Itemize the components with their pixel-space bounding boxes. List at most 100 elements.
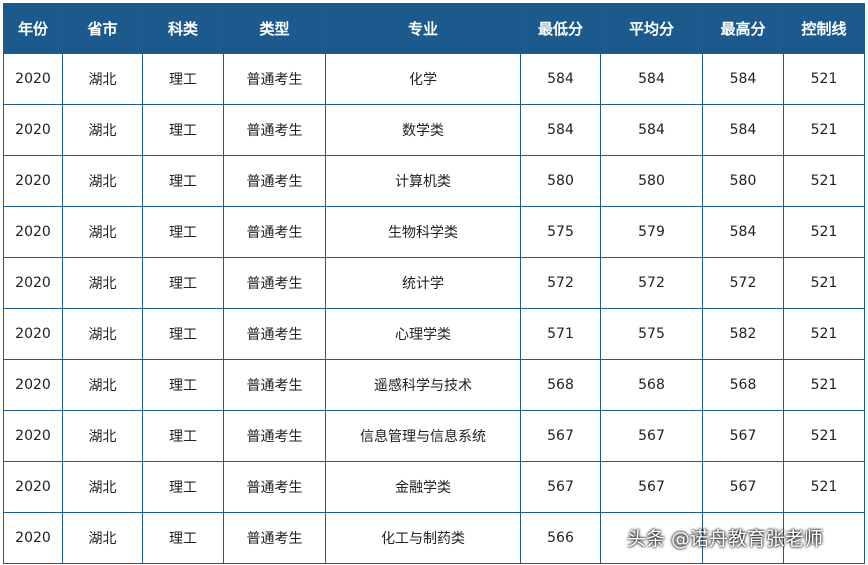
table-row: 2020 湖北 理工 普通考生 生物科学类 575 579 584 521 [3, 206, 865, 258]
cell-avg-score: 567 [600, 461, 703, 513]
cell-subject-type: 理工 [142, 206, 224, 258]
cell-control-line: 521 [783, 461, 865, 513]
cell-control-line: 521 [783, 359, 865, 411]
cell-min-score: 584 [520, 104, 601, 156]
cell-max-score: 584 [702, 104, 784, 156]
cell-avg-score: 572 [600, 257, 703, 309]
cell-max-score: 567 [702, 410, 784, 462]
cell-subject-type: 理工 [142, 410, 224, 462]
cell-subject-type: 理工 [142, 461, 224, 513]
cell-max-score: 580 [702, 155, 784, 207]
cell-max-score: 567 [702, 461, 784, 513]
cell-student-type: 普通考生 [223, 155, 326, 207]
cell-year: 2020 [3, 359, 63, 411]
cell-subject-type: 理工 [142, 512, 224, 564]
header-subject-type: 科类 [142, 3, 224, 54]
table-body: 2020 湖北 理工 普通考生 化学 584 584 584 521 2020 湖北 理工 普通考生 数学… [3, 53, 865, 564]
table-row: 2020 湖北 理工 普通考生 化学 584 584 584 521 [3, 53, 865, 105]
cell-avg-score: 568 [600, 359, 703, 411]
header-control-line: 控制线 [783, 3, 865, 54]
cell-max-score [702, 512, 784, 564]
cell-province: 湖北 [62, 257, 143, 309]
cell-year: 2020 [3, 206, 63, 258]
cell-province: 湖北 [62, 53, 143, 105]
admission-scores-table: 年份 省市 科类 类型 专业 最低分 平均分 最高分 控制线 2020 湖北 理工普… [3, 3, 865, 564]
header-student-type: 类型 [223, 3, 326, 54]
cell-major: 统计学 [325, 257, 521, 309]
cell-student-type: 普通考生 [223, 206, 326, 258]
header-year: 年份 [3, 3, 63, 54]
cell-year: 2020 [3, 410, 63, 462]
cell-min-score: 567 [520, 461, 601, 513]
cell-avg-score: 584 [600, 53, 703, 105]
header-major: 专业 [325, 3, 521, 54]
cell-subject-type: 理工 [142, 257, 224, 309]
cell-min-score: 580 [520, 155, 601, 207]
cell-min-score: 567 [520, 410, 601, 462]
cell-min-score: 584 [520, 53, 601, 105]
cell-student-type: 普通考生 [223, 359, 326, 411]
header-avg-score: 平均分 [600, 3, 703, 54]
header-max-score: 最高分 [702, 3, 784, 54]
cell-major: 信息管理与信息系统 [325, 410, 521, 462]
cell-control-line: 521 [783, 53, 865, 105]
cell-max-score: 584 [702, 53, 784, 105]
cell-max-score: 568 [702, 359, 784, 411]
cell-student-type: 普通考生 [223, 512, 326, 564]
cell-avg-score: 567 [600, 410, 703, 462]
cell-province: 湖北 [62, 206, 143, 258]
cell-major: 化工与制药类 [325, 512, 521, 564]
cell-avg-score [600, 512, 703, 564]
cell-year: 2020 [3, 308, 63, 360]
cell-subject-type: 理工 [142, 359, 224, 411]
cell-major: 计算机类 [325, 155, 521, 207]
cell-control-line: 521 [783, 155, 865, 207]
header-min-score: 最低分 [520, 3, 601, 54]
cell-student-type: 普通考生 [223, 104, 326, 156]
cell-avg-score: 575 [600, 308, 703, 360]
cell-province: 湖北 [62, 104, 143, 156]
cell-control-line: 521 [783, 257, 865, 309]
cell-student-type: 普通考生 [223, 53, 326, 105]
cell-subject-type: 理工 [142, 155, 224, 207]
cell-subject-type: 理工 [142, 104, 224, 156]
cell-avg-score: 584 [600, 104, 703, 156]
cell-min-score: 571 [520, 308, 601, 360]
cell-min-score: 572 [520, 257, 601, 309]
cell-year: 2020 [3, 512, 63, 564]
table-row: 2020 湖北 理工 普通考生 化工与制药类 566 [3, 512, 865, 564]
table-row: 2020 湖北 理工 普通考生 信息管理与信息系统 567 567 567 521 [3, 410, 865, 462]
cell-province: 湖北 [62, 410, 143, 462]
table-row: 2020 湖北 理工 普通考生 心理学类 571 575 582 521 [3, 308, 865, 360]
cell-control-line: 521 [783, 104, 865, 156]
table-row: 2020 湖北 理工 普通考生 数学类 584 584 584 521 [3, 104, 865, 156]
cell-student-type: 普通考生 [223, 308, 326, 360]
cell-avg-score: 580 [600, 155, 703, 207]
cell-major: 金融学类 [325, 461, 521, 513]
cell-control-line: 521 [783, 308, 865, 360]
cell-student-type: 普通考生 [223, 410, 326, 462]
cell-max-score: 572 [702, 257, 784, 309]
table-row: 2020 湖北 理工 普通考生 金融学类 567 567 567 521 [3, 461, 865, 513]
cell-student-type: 普通考生 [223, 257, 326, 309]
table-row: 2020 湖北 理工 普通考生 遥感科学与技术 568 568 568 521 [3, 359, 865, 411]
cell-max-score: 584 [702, 206, 784, 258]
cell-max-score: 582 [702, 308, 784, 360]
cell-control-line [783, 512, 865, 564]
cell-province: 湖北 [62, 308, 143, 360]
watermark-text: 头条 @诺舟教育张老师 [627, 528, 824, 550]
cell-province: 湖北 [62, 155, 143, 207]
header-province: 省市 [62, 3, 143, 54]
table-row: 2020 湖北 理工 普通考生 统计学 572 572 572 521 [3, 257, 865, 309]
cell-avg-score: 579 [600, 206, 703, 258]
cell-year: 2020 [3, 53, 63, 105]
cell-min-score: 575 [520, 206, 601, 258]
cell-major: 化学 [325, 53, 521, 105]
cell-province: 湖北 [62, 512, 143, 564]
header-row: 年份 省市 科类 类型 专业 最低分 平均分 最高分 控制线 [3, 3, 865, 54]
cell-subject-type: 理工 [142, 308, 224, 360]
table-row: 2020 湖北 理工 普通考生 计算机类 580 580 580 521 [3, 155, 865, 207]
cell-province: 湖北 [62, 359, 143, 411]
cell-major: 心理学类 [325, 308, 521, 360]
cell-province: 湖北 [62, 461, 143, 513]
